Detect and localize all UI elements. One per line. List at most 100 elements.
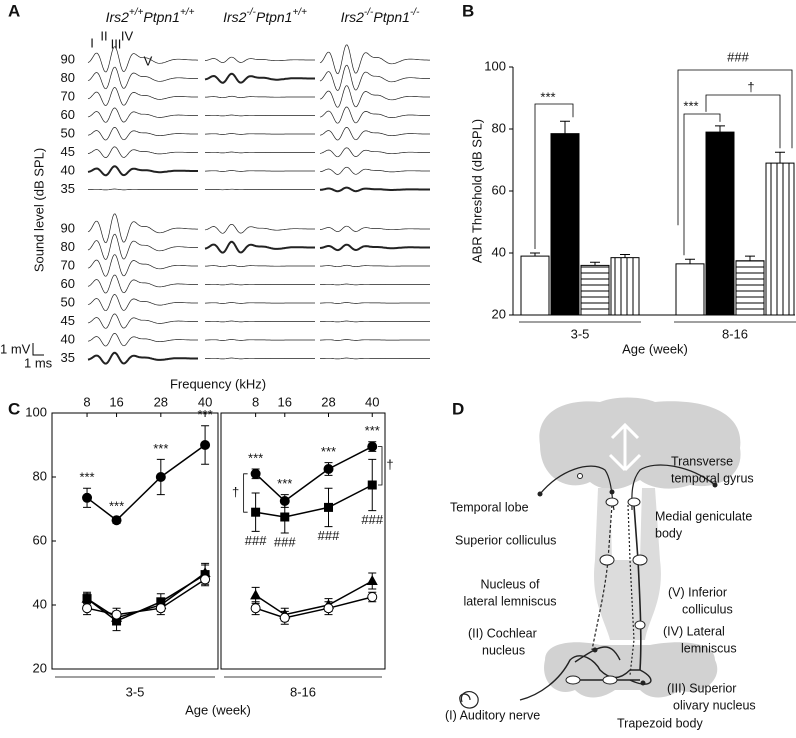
annotation: † xyxy=(232,484,239,499)
superscript: +/+ xyxy=(180,7,195,18)
annotation: *** xyxy=(540,89,555,104)
marker xyxy=(250,468,261,479)
structure-label: (III) Superior xyxy=(667,681,736,695)
abr-trace xyxy=(87,333,198,347)
abr-trace xyxy=(205,95,315,99)
annotation: *** xyxy=(277,476,292,491)
error-bar xyxy=(590,261,600,266)
brain-diagram xyxy=(459,397,741,709)
level-label: 45 xyxy=(61,144,75,159)
marker xyxy=(111,515,122,526)
level-label: 80 xyxy=(61,70,75,85)
bar xyxy=(580,264,610,316)
bar xyxy=(610,257,640,316)
structure-label: (I) Auditory nerve xyxy=(445,708,540,722)
y-tick-label: 100 xyxy=(484,58,506,73)
level-label: 90 xyxy=(61,51,75,66)
abr-trace xyxy=(87,165,198,177)
annotation: † xyxy=(747,79,754,94)
error-bar xyxy=(530,252,540,257)
marker xyxy=(280,512,290,522)
abr-trace xyxy=(87,351,198,365)
abr-trace xyxy=(319,44,430,75)
x-tick-label: 28 xyxy=(321,394,335,409)
level-label: 40 xyxy=(61,331,75,346)
marker xyxy=(111,609,122,620)
error-bar xyxy=(745,255,755,261)
y-axis-label: ABR Threshold (dB SPL) xyxy=(469,119,484,263)
structure-label: Transverse xyxy=(671,454,733,468)
series-line xyxy=(86,578,206,616)
abr-trace xyxy=(87,66,198,90)
abr-trace xyxy=(320,339,430,341)
wave-label: II xyxy=(100,28,107,43)
abr-trace xyxy=(205,357,315,360)
annotation: ### xyxy=(274,534,296,549)
level-label: 70 xyxy=(61,257,75,272)
abr-trace xyxy=(205,264,315,268)
marker xyxy=(324,502,334,512)
abr-trace xyxy=(319,85,430,108)
gene-name: Ptpn1 xyxy=(143,9,180,25)
panel-label: C xyxy=(8,399,20,418)
annotation: *** xyxy=(683,98,698,113)
superscript: -/- xyxy=(364,7,374,18)
gene-name: Ptpn1 xyxy=(373,9,410,25)
abr-trace xyxy=(205,283,315,286)
error-bar xyxy=(560,120,570,134)
marker xyxy=(250,589,262,600)
x-tick-label: 3-5 xyxy=(571,326,590,341)
scale-bar xyxy=(32,343,44,356)
level-label: 60 xyxy=(61,107,75,122)
structure-label: Medial geniculate xyxy=(655,509,752,523)
x-tick-label: 40 xyxy=(365,394,379,409)
superscript: +/+ xyxy=(129,7,144,18)
bar xyxy=(520,255,550,316)
error-bar xyxy=(715,125,725,133)
y-tick-label: 40 xyxy=(492,244,506,259)
marker xyxy=(323,464,334,474)
abr-trace xyxy=(320,264,430,268)
bar xyxy=(550,133,580,316)
structure-label: Trapezoid body xyxy=(617,716,703,730)
bracket xyxy=(683,113,721,256)
abr-trace xyxy=(87,127,198,141)
bar xyxy=(705,131,735,316)
structure-label: Temporal lobe xyxy=(450,500,529,514)
abr-trace xyxy=(205,151,315,154)
structure-label: nucleus xyxy=(482,643,525,657)
error-bar xyxy=(685,258,695,264)
wave-label: I xyxy=(90,35,94,50)
series-line xyxy=(255,445,373,502)
bracket xyxy=(534,103,574,249)
y-tick-label: 60 xyxy=(492,182,506,197)
annotation: *** xyxy=(153,441,168,456)
marker xyxy=(250,603,261,614)
abr-trace xyxy=(319,166,430,175)
superscript: -/- xyxy=(246,7,256,18)
plot-frame xyxy=(51,412,219,670)
superscript: +/+ xyxy=(292,7,307,18)
marker xyxy=(367,480,377,490)
structure-label: lateral lemniscus xyxy=(463,594,556,608)
x-tick-label: 40 xyxy=(198,394,212,409)
abr-trace xyxy=(205,302,315,304)
column-header: Irs2+/+Ptpn1+/+ xyxy=(106,7,195,25)
abr-trace xyxy=(204,188,315,191)
marker xyxy=(367,592,378,602)
level-label: 35 xyxy=(61,350,75,365)
abr-trace xyxy=(319,127,430,141)
bar xyxy=(735,260,765,316)
structure-label: (V) Inferior xyxy=(668,585,727,599)
marker xyxy=(155,603,166,614)
abr-trace xyxy=(205,320,315,323)
level-label: 40 xyxy=(61,162,75,177)
x-tick-label: 16 xyxy=(278,394,292,409)
scale-time: 1 ms xyxy=(24,355,53,370)
bracket xyxy=(243,473,248,513)
abr-trace xyxy=(204,72,315,84)
level-label: 50 xyxy=(61,294,75,309)
annotation: ### xyxy=(318,528,340,543)
error-bar xyxy=(620,254,630,258)
marker xyxy=(82,492,93,503)
